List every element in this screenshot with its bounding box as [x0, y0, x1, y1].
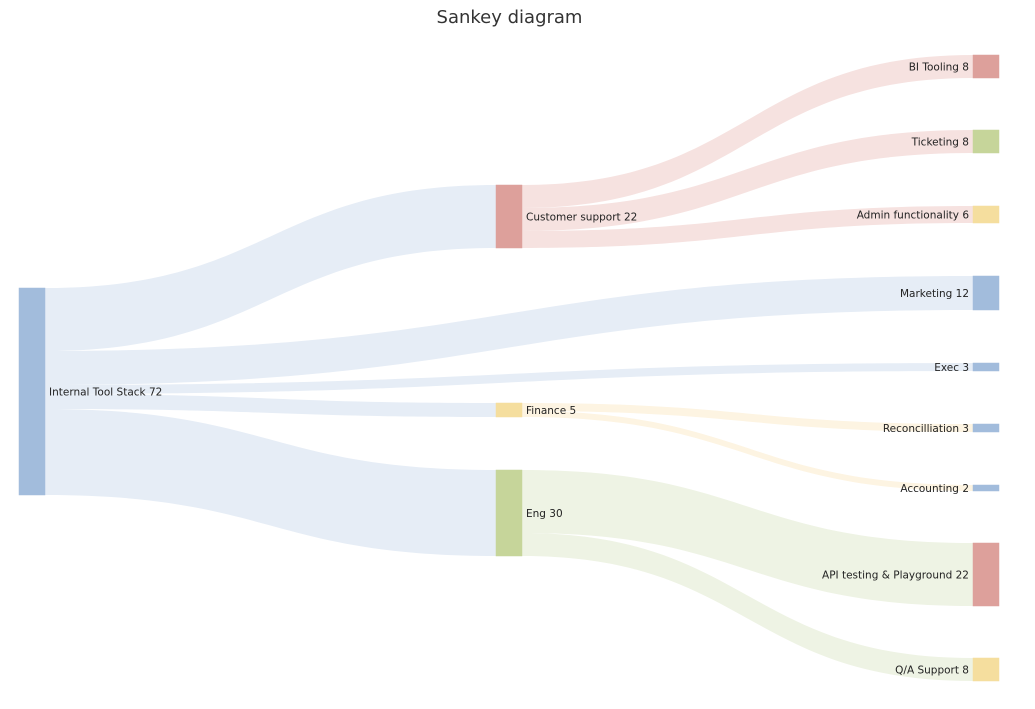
node-label: Ticketing 8	[911, 137, 969, 149]
link-internal-tool-stack-to-customer-support[interactable]	[45, 185, 496, 351]
node-marketing[interactable]: Marketing 12	[900, 275, 1000, 311]
node-qa[interactable]: Q/A Support 8	[895, 657, 1000, 682]
node-label: BI Tooling 8	[909, 62, 969, 74]
chart-title: Sankey diagram	[436, 7, 583, 28]
node-bar[interactable]	[972, 129, 1000, 154]
sankey-nodes: Internal Tool Stack 72 Customer support 2…	[18, 54, 1000, 682]
node-cs[interactable]: Customer support 22	[495, 184, 637, 249]
link-customer-support-to-ticketing[interactable]	[522, 130, 973, 231]
node-bar[interactable]	[972, 205, 1000, 224]
node-bar[interactable]	[972, 657, 1000, 682]
node-label: Customer support 22	[526, 212, 637, 224]
node-bar[interactable]	[972, 362, 1000, 372]
node-label: Internal Tool Stack 72	[49, 387, 162, 399]
node-recon[interactable]: Reconcilliation 3	[883, 423, 1000, 435]
node-ticketing[interactable]: Ticketing 8	[911, 129, 1000, 154]
node-bi[interactable]: BI Tooling 8	[909, 54, 1000, 79]
node-exec[interactable]: Exec 3	[934, 362, 1000, 374]
node-label: Eng 30	[526, 508, 563, 520]
node-bar[interactable]	[18, 287, 46, 496]
node-bar[interactable]	[495, 469, 523, 557]
node-bar[interactable]	[495, 184, 523, 249]
node-label: Exec 3	[934, 362, 969, 374]
link-finance-to-accounting[interactable]	[522, 411, 973, 491]
link-customer-support-to-bi-tooling[interactable]	[522, 55, 973, 208]
node-label: Reconcilliation 3	[883, 423, 969, 435]
node-label: Marketing 12	[900, 288, 969, 300]
node-eng[interactable]: Eng 30	[495, 469, 563, 557]
sankey-links	[45, 55, 973, 681]
node-bar[interactable]	[972, 275, 1000, 311]
node-label: Admin functionality 6	[857, 210, 970, 222]
node-bar[interactable]	[495, 402, 523, 418]
node-bar[interactable]	[972, 484, 1000, 492]
node-bar[interactable]	[972, 423, 1000, 433]
link-eng-to-q-a-support[interactable]	[522, 533, 973, 681]
link-eng-to-api-testing-playground[interactable]	[522, 470, 973, 606]
link-internal-tool-stack-to-marketing[interactable]	[45, 276, 973, 385]
link-internal-tool-stack-to-finance[interactable]	[45, 394, 496, 417]
link-internal-tool-stack-to-eng[interactable]	[45, 409, 496, 556]
node-finance[interactable]: Finance 5	[495, 402, 576, 418]
link-customer-support-to-admin-functionality[interactable]	[522, 206, 973, 248]
node-bar[interactable]	[972, 542, 1000, 607]
node-admin[interactable]: Admin functionality 6	[857, 205, 1000, 224]
node-bar[interactable]	[972, 54, 1000, 79]
link-finance-to-reconcilliation[interactable]	[522, 403, 973, 432]
node-label: Finance 5	[526, 405, 576, 417]
node-label: Accounting 2	[900, 483, 969, 495]
node-accounting[interactable]: Accounting 2	[900, 483, 1000, 495]
node-api[interactable]: API testing & Playground 22	[822, 542, 1000, 607]
node-internal[interactable]: Internal Tool Stack 72	[18, 287, 162, 496]
node-label: Q/A Support 8	[895, 665, 969, 677]
link-internal-tool-stack-to-exec[interactable]	[45, 363, 973, 394]
node-label: API testing & Playground 22	[822, 570, 969, 582]
